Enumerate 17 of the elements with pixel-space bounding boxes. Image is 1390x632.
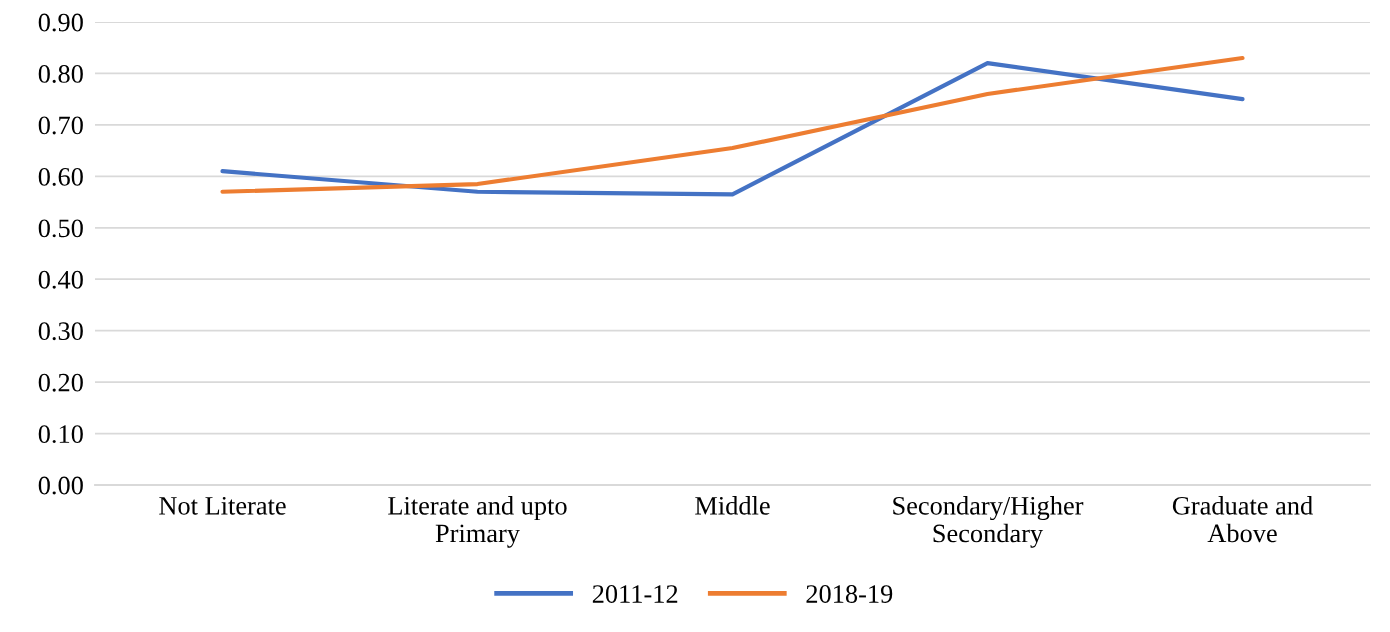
- y-tick-label: 0.80: [38, 65, 83, 83]
- y-tick-label: 0.30: [38, 322, 83, 341]
- x-tick-label: Not Literate: [159, 496, 286, 515]
- x-tick-label: Middle: [695, 496, 770, 515]
- x-tick-label: Literate and upto Primary: [388, 496, 567, 548]
- y-tick-label: 0.90: [38, 13, 83, 32]
- y-tick-label: 0.20: [38, 373, 83, 392]
- y-tick-label: 0.00: [38, 476, 83, 495]
- x-tick-label: Graduate and Above: [1172, 496, 1313, 543]
- x-tick-label: Secondary/Higher Secondary: [893, 496, 1084, 548]
- y-tick-label: 0.70: [38, 116, 83, 135]
- y-tick-label: 0.60: [38, 167, 83, 186]
- legend-label: 2011-12: [592, 585, 678, 603]
- y-tick-label: 0.40: [38, 270, 83, 289]
- y-tick-label: 0.50: [38, 219, 83, 238]
- legend-label: 2018-19: [806, 585, 893, 603]
- y-tick-label: 0.10: [38, 425, 83, 444]
